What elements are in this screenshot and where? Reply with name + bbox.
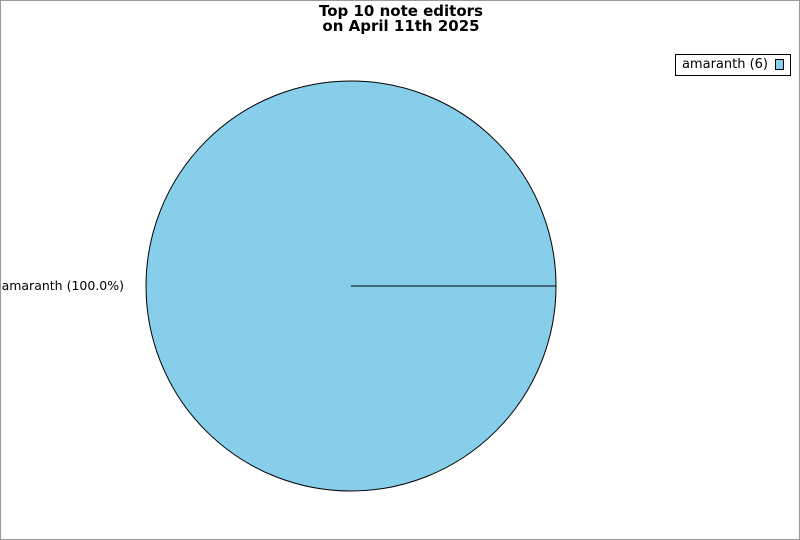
legend-swatch <box>775 59 784 70</box>
chart-subtitle: on April 11th 2025 <box>322 17 480 35</box>
slice-label: amaranth (100.0%) <box>2 278 124 293</box>
chart-title: Top 10 note editors <box>318 2 483 20</box>
legend: amaranth (6) <box>674 54 791 76</box>
legend-label: amaranth (6) <box>681 57 768 72</box>
